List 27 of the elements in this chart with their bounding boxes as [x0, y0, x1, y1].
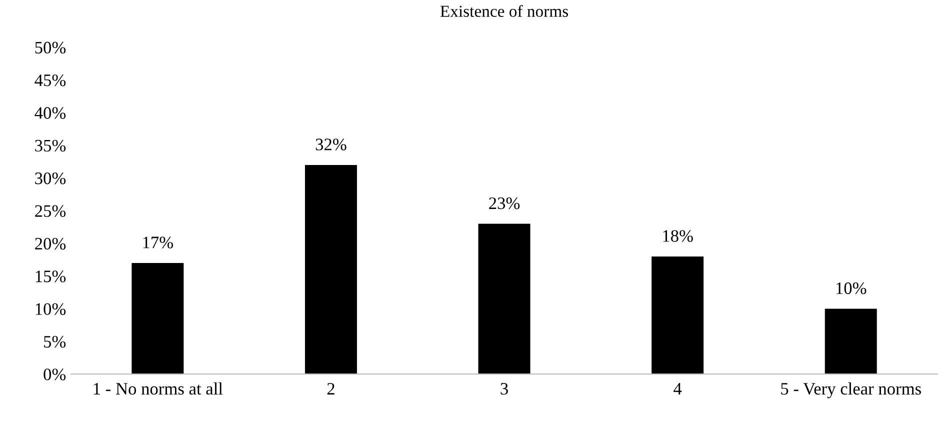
y-tick-label: 50%	[35, 42, 66, 54]
x-tick-label: 5 - Very clear norms	[781, 382, 921, 398]
data-label: 17%	[143, 236, 173, 248]
y-tick-label: 25%	[35, 205, 66, 217]
y-tick-label: 35%	[35, 140, 66, 152]
data-label: 23%	[489, 197, 520, 210]
y-tick-label: 45%	[34, 74, 66, 86]
y-tick-label: 40%	[34, 107, 66, 119]
data-label: 18%	[663, 230, 693, 242]
y-tick-label: 30%	[35, 172, 66, 184]
y-tick-label: 0%	[44, 368, 66, 380]
bar	[652, 256, 704, 374]
y-tick-label: 20%	[35, 238, 66, 250]
data-label: 32%	[316, 138, 346, 150]
x-tick-label: 4	[674, 383, 682, 394]
bar	[304, 164, 357, 374]
y-tick-label: 10%	[36, 303, 66, 315]
y-tick-label: 15%	[36, 270, 66, 282]
data-label: 10%	[836, 282, 866, 294]
x-tick-label: 3	[500, 382, 508, 395]
bar	[478, 224, 530, 374]
x-tick-label: 2	[327, 382, 334, 394]
y-tick-label: 5%	[44, 336, 66, 348]
bar	[824, 308, 877, 374]
x-tick-label: 1 - No norms at all	[94, 382, 223, 395]
bar	[132, 262, 184, 374]
chart-title: Existence of norms	[440, 5, 568, 17]
